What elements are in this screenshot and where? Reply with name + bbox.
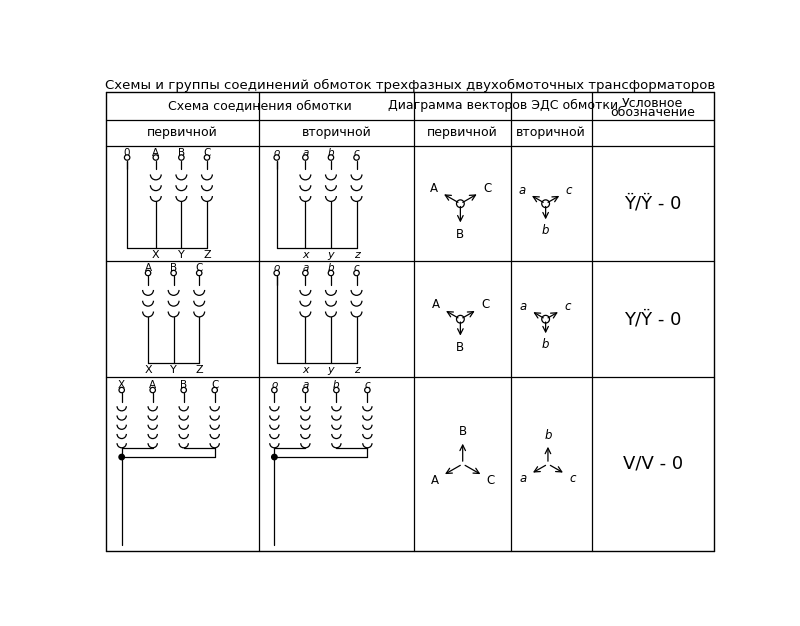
Text: первичной: первичной [426,126,498,140]
Circle shape [328,155,334,160]
Text: V/V - 0: V/V - 0 [622,455,682,473]
Circle shape [272,387,277,393]
Circle shape [274,155,279,160]
Circle shape [302,155,308,160]
Text: вторичной: вторичной [302,126,371,140]
Text: 0: 0 [124,148,130,158]
Text: o: o [274,148,280,158]
Text: c: c [570,472,576,485]
Text: X: X [144,365,152,375]
Text: C: C [211,381,218,391]
Text: b: b [542,224,550,237]
Text: Схема соединения обмотки: Схема соединения обмотки [168,100,351,113]
Text: B: B [178,148,185,158]
Text: C: C [481,299,490,312]
Text: b: b [542,338,550,351]
Text: b: b [328,264,334,274]
Text: a: a [302,264,309,274]
Circle shape [119,454,125,459]
Text: x: x [302,250,309,260]
Text: вторичной: вторичной [516,126,586,140]
Text: A: A [152,148,159,158]
Text: c: c [365,381,370,391]
Text: Диаграмма векторов ЭДС обмотки: Диаграмма векторов ЭДС обмотки [388,100,618,113]
Text: A: A [149,381,156,391]
Circle shape [146,270,150,275]
Text: a: a [302,148,309,158]
Text: Z: Z [203,250,210,260]
Circle shape [125,155,130,160]
Text: Z: Z [195,365,203,375]
Circle shape [542,200,550,208]
Text: c: c [565,300,571,313]
Text: B: B [456,228,465,241]
Text: A: A [145,264,152,274]
Circle shape [153,155,158,160]
Text: B: B [456,341,465,354]
Text: c: c [566,184,572,197]
Circle shape [274,270,279,275]
Text: Схемы и группы соединений обмоток трехфазных двухобмоточных трансформаторов: Схемы и группы соединений обмоток трехфа… [105,79,715,91]
Text: обозначение: обозначение [610,106,695,118]
Text: b: b [544,429,552,442]
Text: Y: Y [178,250,185,260]
Text: B: B [180,381,187,391]
Text: a: a [518,184,526,197]
Text: a: a [520,300,527,313]
Text: z: z [354,365,359,375]
Text: X: X [118,381,126,391]
Text: x: x [302,365,309,375]
Text: y: y [328,250,334,260]
Text: o: o [274,264,280,274]
Circle shape [334,387,339,393]
Circle shape [181,387,186,393]
Circle shape [302,270,308,275]
Circle shape [197,270,202,275]
Text: a: a [519,472,526,485]
Circle shape [212,387,218,393]
Text: c: c [354,148,359,158]
Text: y: y [328,365,334,375]
Circle shape [354,270,359,275]
Text: a: a [302,381,309,391]
Text: b: b [328,148,334,158]
Text: A: A [430,182,438,195]
Text: C: C [486,474,495,486]
Circle shape [457,316,464,323]
Circle shape [328,270,334,275]
Text: C: C [483,182,491,195]
Circle shape [150,387,155,393]
Text: c: c [354,264,359,274]
Text: B: B [170,264,177,274]
Text: Ÿ/Ÿ - 0: Ÿ/Ÿ - 0 [624,195,682,213]
Circle shape [542,316,550,323]
Text: Y: Y [170,365,177,375]
Circle shape [272,454,277,459]
Text: B: B [458,425,466,438]
Text: b: b [333,381,340,391]
Text: A: A [431,299,439,312]
Circle shape [302,387,308,393]
Circle shape [171,270,176,275]
Text: Y/Ÿ - 0: Y/Ÿ - 0 [624,310,682,328]
Circle shape [178,155,184,160]
Text: z: z [354,250,359,260]
Text: C: C [203,148,210,158]
Text: A: A [430,474,438,486]
Circle shape [119,387,125,393]
Circle shape [354,155,359,160]
Circle shape [204,155,210,160]
Text: C: C [195,264,203,274]
Text: o: o [271,381,278,391]
Text: Условное: Условное [622,97,683,110]
Text: первичной: первичной [146,126,218,140]
Circle shape [457,200,464,208]
Text: X: X [152,250,160,260]
Circle shape [365,387,370,393]
